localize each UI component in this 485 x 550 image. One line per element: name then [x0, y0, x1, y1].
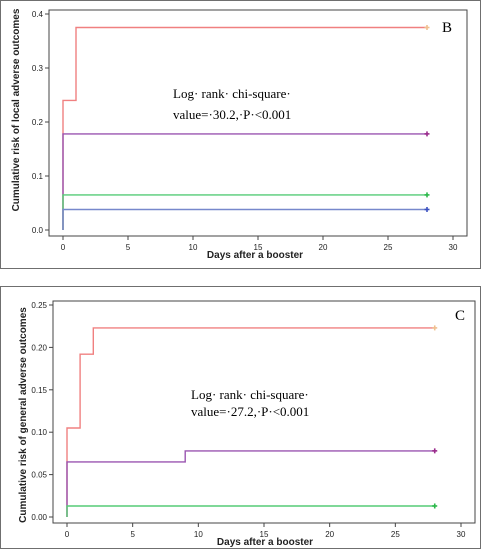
panel-c-x-tick-label: 20 — [325, 530, 334, 539]
panel-b-x-tick-label: 15 — [254, 243, 263, 252]
panel-b-series-line-2 — [62, 133, 427, 230]
panel-c-y-tick-label: 0.20 — [31, 343, 47, 352]
panel-c-x-tick-label: 0 — [65, 530, 70, 539]
panel-b-series-line-1 — [62, 26, 427, 230]
panel-c-x-tick-label: 10 — [194, 530, 203, 539]
panel-b-series-line-4 — [62, 208, 427, 230]
panel-b-x-tick-label: 5 — [126, 243, 131, 252]
panel-b-series — [62, 25, 430, 230]
panel-c-series-end-marker-3 — [432, 503, 438, 509]
panel-b-series-end-marker-4 — [424, 206, 430, 212]
panel-b-x-tick-label: 0 — [61, 243, 66, 252]
panel-c-x-tick-label: 30 — [457, 530, 466, 539]
panel-b-ylabel: Cumulative risk of local adverse outcome… — [11, 8, 22, 211]
panel-c-x-tick-label: 25 — [391, 530, 400, 539]
panel-b-y-tick-label: 0.2 — [32, 118, 44, 127]
panel-b-x-tick-label: 10 — [189, 243, 198, 252]
panel-b-annotation-line1: Log· rank· chi-square· — [173, 86, 291, 101]
panel-c-series-line-3 — [66, 505, 435, 517]
panel-b-series-end-marker-1 — [424, 25, 430, 30]
panel-c-x-tick-label: 5 — [130, 530, 135, 539]
panel-b-label: B — [442, 20, 452, 36]
panel-c-y-tick-label: 0.15 — [31, 386, 47, 395]
panel-c-series-end-marker-1 — [432, 325, 438, 331]
panel-c-series-line-2 — [66, 450, 435, 517]
panel-c-y-tick-label: 0.25 — [31, 301, 47, 310]
panel-c-series-end-marker-2 — [432, 448, 438, 454]
panel-c-xlabel: Days after a booster — [217, 537, 313, 548]
panel-c-axes: 0 5 10 15 20 25 30 0.00 0.05 0.10 0.15 0.20 0.25 — [31, 300, 476, 539]
panel-c-series-line-1 — [66, 327, 435, 517]
panel-c-y-tick-label: 0.00 — [31, 513, 47, 522]
panel-b-series-line-3 — [62, 194, 427, 230]
panel-b-x-tick-label: 20 — [319, 243, 328, 252]
panel-c-annotation-line1: Log· rank· chi-square· — [191, 387, 309, 402]
panel-b-axes: 0 5 10 15 20 25 30 0.0 0.1 0.2 0.3 0.4 — [32, 9, 468, 252]
panel-c-label: C — [455, 308, 465, 324]
panel-b-x-tick-label: 30 — [449, 243, 458, 252]
panel-c-x-tick-label: 15 — [260, 530, 269, 539]
chart-panel-b: B Cumulative risk of local adverse outco… — [0, 0, 481, 269]
panel-c-y-tick-label: 0.10 — [31, 428, 47, 437]
panel-b-y-tick-label: 0.3 — [32, 64, 44, 73]
panel-b-y-tick-label: 0.1 — [32, 172, 44, 181]
panel-b-frame — [0, 0, 481, 269]
panel-b-series-end-marker-2 — [424, 131, 430, 137]
panel-c-annotation-line2: value=·27.2,·P·<0.001 — [191, 404, 309, 419]
panel-c-ylabel: Cumulative risk of general adverse outco… — [18, 307, 29, 523]
panel-c-frame — [0, 286, 481, 549]
panel-c-y-tick-label: 0.05 — [31, 471, 47, 480]
panel-b-annotation-line2: value=·30.2,·P·<0.001 — [173, 107, 291, 122]
panel-b-plot-area — [48, 9, 468, 237]
panel-b-x-tick-label: 25 — [384, 243, 393, 252]
panel-b-y-tick-label: 0.4 — [32, 10, 44, 19]
panel-b-y-tick-label: 0.0 — [32, 226, 44, 235]
chart-panel-c: C Cumulative risk of general adverse out… — [0, 286, 481, 549]
panel-b-xlabel: Days after a booster — [207, 250, 303, 261]
panel-c-series — [66, 325, 438, 517]
panel-b-series-end-marker-3 — [424, 192, 430, 198]
